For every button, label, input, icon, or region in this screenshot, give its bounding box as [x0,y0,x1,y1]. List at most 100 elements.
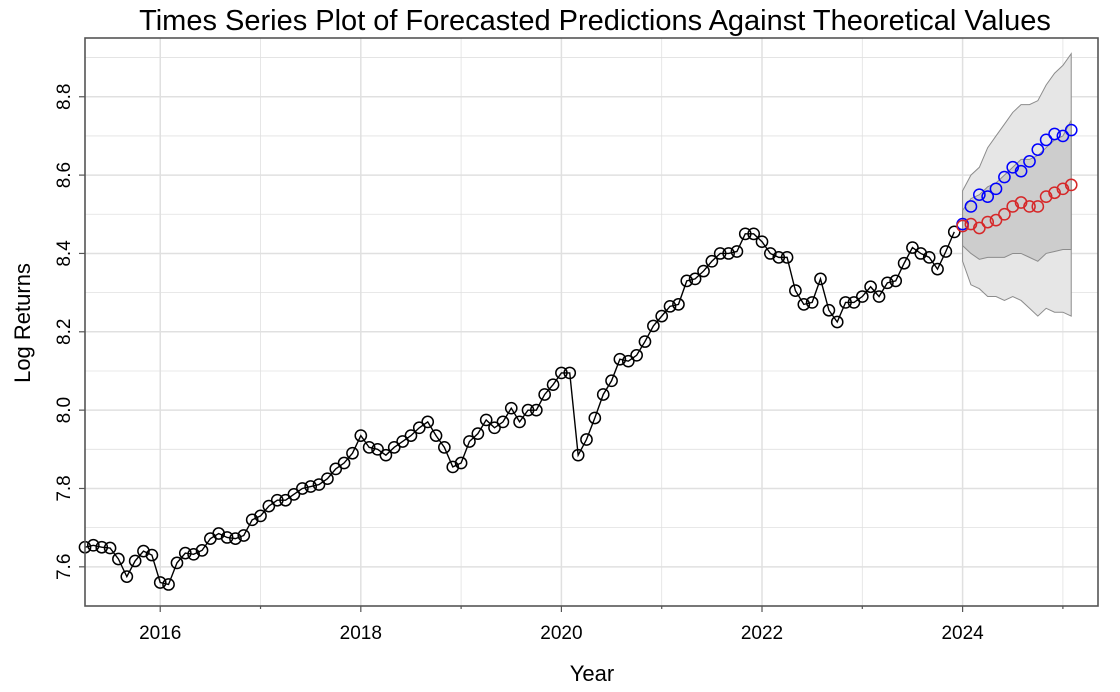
data-point-series-0 [555,366,568,380]
data-point-series-0 [939,245,953,258]
data-point-series-1 [972,188,986,202]
data-point-series-0 [571,448,585,462]
data-point-series-1 [1023,155,1036,168]
data-point-series-0 [404,429,418,442]
data-point-series-2 [956,219,969,233]
data-point-series-0 [270,493,284,507]
data-point-series-0 [864,280,877,294]
data-point-series-0 [153,576,167,589]
x-axis-label: Year [570,661,614,686]
x-axis: 2016 2018 2020 2022 2024 [139,606,1064,644]
data-point-series-2 [1023,200,1036,213]
data-point-series-0 [889,274,903,288]
data-point-series-0 [438,441,451,454]
y-tick-label: 8.8 [54,84,75,110]
data-point-series-0 [362,441,376,454]
x-tick-label: 2024 [941,623,984,644]
data-point-series-0 [814,272,827,286]
data-point-series-0 [295,482,309,495]
data-point-series-0 [647,319,660,333]
data-point-series-0 [237,529,251,542]
data-point-series-0 [421,415,435,429]
data-point-series-0 [145,548,159,562]
data-point-series-2 [1048,186,1061,200]
data-point-series-0 [112,552,125,566]
data-point-series-0 [605,374,618,388]
grid [85,38,1098,607]
data-point-series-0 [229,532,242,545]
data-point-series-0 [881,276,894,290]
data-point-series-0 [705,254,719,268]
data-point-series-0 [855,290,869,303]
data-point-series-0 [103,541,117,555]
data-point-series-1 [989,182,1003,196]
data-point-series-0 [195,544,209,557]
data-point-series-0 [755,235,769,249]
data-point-series-0 [254,509,267,523]
data-point-series-2 [998,207,1011,221]
data-point-series-2 [972,221,986,235]
data-point-series-0 [412,421,426,435]
y-tick-label: 7.8 [54,475,75,501]
data-point-series-0 [521,403,535,417]
data-point-series-0 [688,272,702,286]
data-point-series-0 [672,298,685,311]
data-point-series-0 [947,225,961,239]
x-tick-label: 2016 [139,623,181,644]
data-point-series-0 [780,251,794,264]
data-point-series-2 [1039,190,1053,203]
y-tick-label: 7.6 [54,554,75,580]
data-point-series-0 [931,262,944,276]
data-point-series-0 [847,296,861,309]
series-line-0 [84,231,955,586]
plot-frame [84,37,1099,607]
data-point-series-0 [262,499,276,513]
data-point-series-0 [178,546,192,560]
data-point-series-0 [187,547,200,561]
data-point-series-2 [1014,196,1028,209]
data-point-series-0 [730,245,744,258]
data-point-series-0 [170,556,184,570]
data-point-series-0 [805,296,819,309]
data-point-series-0 [789,284,802,298]
data-point-series-0 [529,403,543,417]
data-point-series-2 [1006,200,1020,213]
data-point-series-0 [822,303,836,317]
data-point-series-0 [463,435,476,448]
data-point-series-1 [998,170,1011,184]
data-point-series-0 [287,488,301,501]
data-point-series-2 [1031,200,1045,213]
data-point-series-0 [95,540,109,554]
data-point-series-0 [588,411,602,425]
data-point-series-0 [429,429,443,442]
data-point-series-0 [538,388,552,401]
data-point-series-2 [981,215,995,229]
data-point-series-0 [279,493,292,507]
data-point-series-2 [1064,178,1078,192]
data-point-series-0 [496,415,510,429]
data-point-series-0 [722,247,735,260]
data-point-series-0 [471,427,485,440]
data-point-series-0 [396,435,409,448]
data-point-series-0 [747,227,761,241]
y-tick-label: 8.0 [54,397,75,423]
data-point-series-0 [580,433,593,446]
x-tick-label: 2022 [741,623,783,644]
inner-interval-band [962,120,1072,262]
data-point-series-0 [354,429,368,442]
data-point-series-0 [371,442,384,456]
data-point-series-0 [346,446,359,460]
data-point-series-0 [454,456,468,470]
data-point-series-0 [872,290,886,303]
data-point-series-0 [304,480,318,493]
y-tick-label: 8.2 [54,319,75,345]
data-point-series-1 [1064,123,1078,137]
data-point-series-1 [964,200,978,213]
data-point-series-0 [137,544,150,558]
series-points [78,123,1078,591]
data-point-series-0 [245,513,259,527]
data-point-series-0 [128,554,142,568]
data-point-series-0 [697,264,710,278]
data-point-series-0 [504,401,518,415]
